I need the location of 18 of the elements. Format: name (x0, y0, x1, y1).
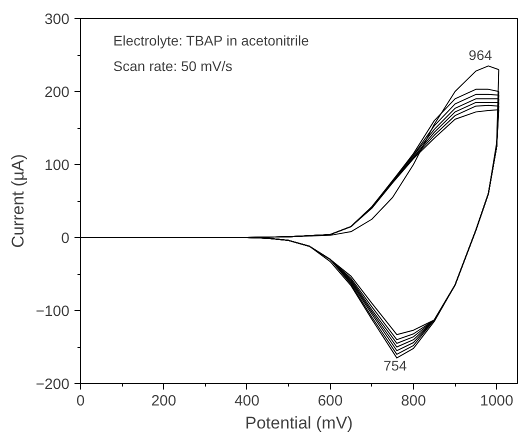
y-tick-label: 200 (44, 84, 70, 101)
y-tick-label: 100 (44, 157, 70, 174)
x-tick-label: 0 (76, 392, 85, 410)
y-axis-title: Current (µA) (8, 154, 28, 248)
annotation: 754 (383, 357, 408, 374)
annotation: 964 (468, 47, 492, 63)
x-axis-title: Potential (mV) (245, 414, 353, 432)
annotation: Scan rate: 50 mV/s (113, 58, 232, 74)
y-tick-label: −200 (36, 376, 70, 393)
x-tick-label: 200 (151, 392, 176, 410)
x-tick-label: 600 (318, 392, 343, 410)
y-tick-label: 0 (61, 230, 70, 247)
annotation: Electrolyte: TBAP in acetonitrile (113, 32, 310, 48)
x-tick-label: 800 (400, 392, 426, 410)
x-tick-label: 1000 (480, 392, 514, 410)
y-tick-label: 300 (44, 11, 70, 28)
y-tick-label: −100 (36, 303, 70, 320)
x-tick-label: 400 (234, 392, 260, 410)
